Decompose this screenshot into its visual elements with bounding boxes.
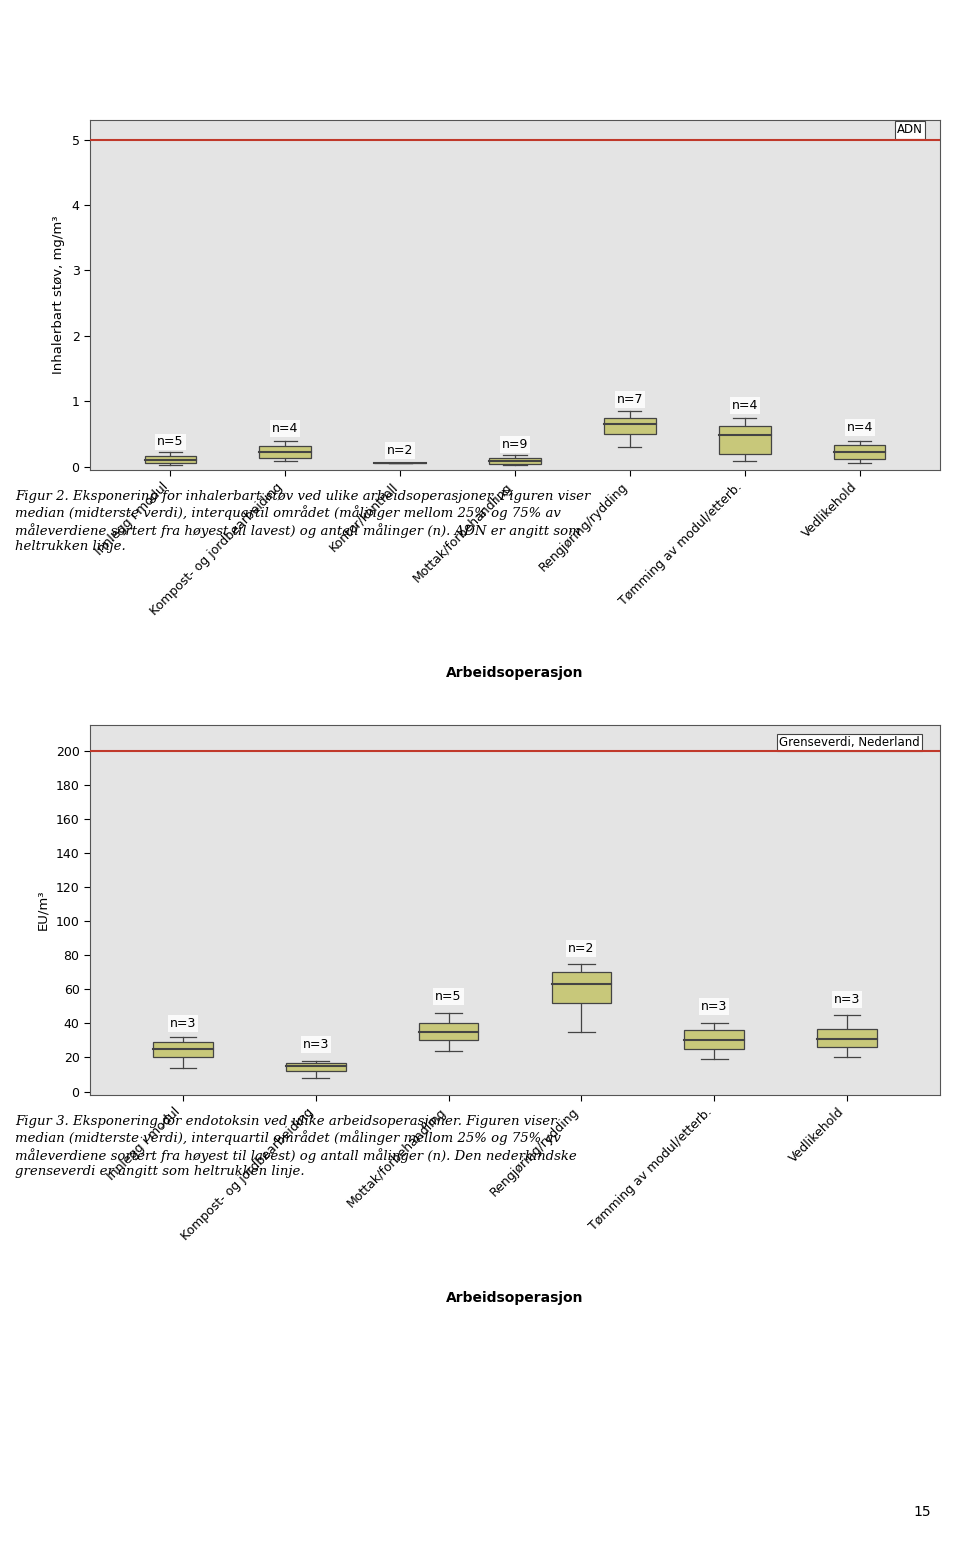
Bar bbox=[259, 446, 311, 458]
Bar bbox=[419, 1024, 478, 1041]
Text: Figur 3. Eksponering for endotoksin ved ulike arbeidsoperasjoner. Figuren viser
: Figur 3. Eksponering for endotoksin ved … bbox=[15, 1115, 577, 1178]
Bar bbox=[490, 458, 540, 464]
Text: 15: 15 bbox=[914, 1505, 931, 1519]
X-axis label: Arbeidsoperasjon: Arbeidsoperasjon bbox=[446, 1291, 584, 1306]
Text: n=5: n=5 bbox=[435, 990, 462, 1002]
Bar bbox=[552, 973, 612, 1002]
Text: Figur 2. Eksponering for inhalerbart støv ved ulike arbeidsoperasjoner. Figuren : Figur 2. Eksponering for inhalerbart stø… bbox=[15, 490, 590, 552]
Text: n=4: n=4 bbox=[847, 421, 873, 433]
Text: n=3: n=3 bbox=[170, 1018, 196, 1030]
X-axis label: Arbeidsoperasjon: Arbeidsoperasjon bbox=[446, 666, 584, 680]
Bar bbox=[684, 1030, 744, 1049]
Text: Grenseverdi, Nederland: Grenseverdi, Nederland bbox=[780, 736, 920, 749]
Text: n=4: n=4 bbox=[272, 423, 299, 435]
Text: n=5: n=5 bbox=[157, 435, 183, 449]
Bar bbox=[286, 1062, 346, 1072]
Bar bbox=[153, 1042, 213, 1058]
Text: n=9: n=9 bbox=[502, 438, 528, 450]
Text: n=3: n=3 bbox=[834, 993, 860, 1007]
Text: ADN: ADN bbox=[897, 123, 923, 136]
Bar bbox=[833, 446, 885, 460]
Bar bbox=[604, 418, 656, 433]
Text: n=3: n=3 bbox=[302, 1038, 329, 1050]
Text: n=2: n=2 bbox=[387, 444, 414, 456]
Y-axis label: EU/m³: EU/m³ bbox=[36, 890, 49, 930]
Bar bbox=[145, 455, 196, 464]
Bar bbox=[817, 1029, 876, 1047]
Text: n=2: n=2 bbox=[568, 942, 594, 954]
Text: n=4: n=4 bbox=[732, 399, 757, 412]
Y-axis label: Inhalerbart støv, mg/m³: Inhalerbart støv, mg/m³ bbox=[52, 216, 64, 375]
Text: n=3: n=3 bbox=[701, 1001, 728, 1013]
Bar bbox=[719, 426, 771, 453]
Text: n=7: n=7 bbox=[616, 393, 643, 406]
